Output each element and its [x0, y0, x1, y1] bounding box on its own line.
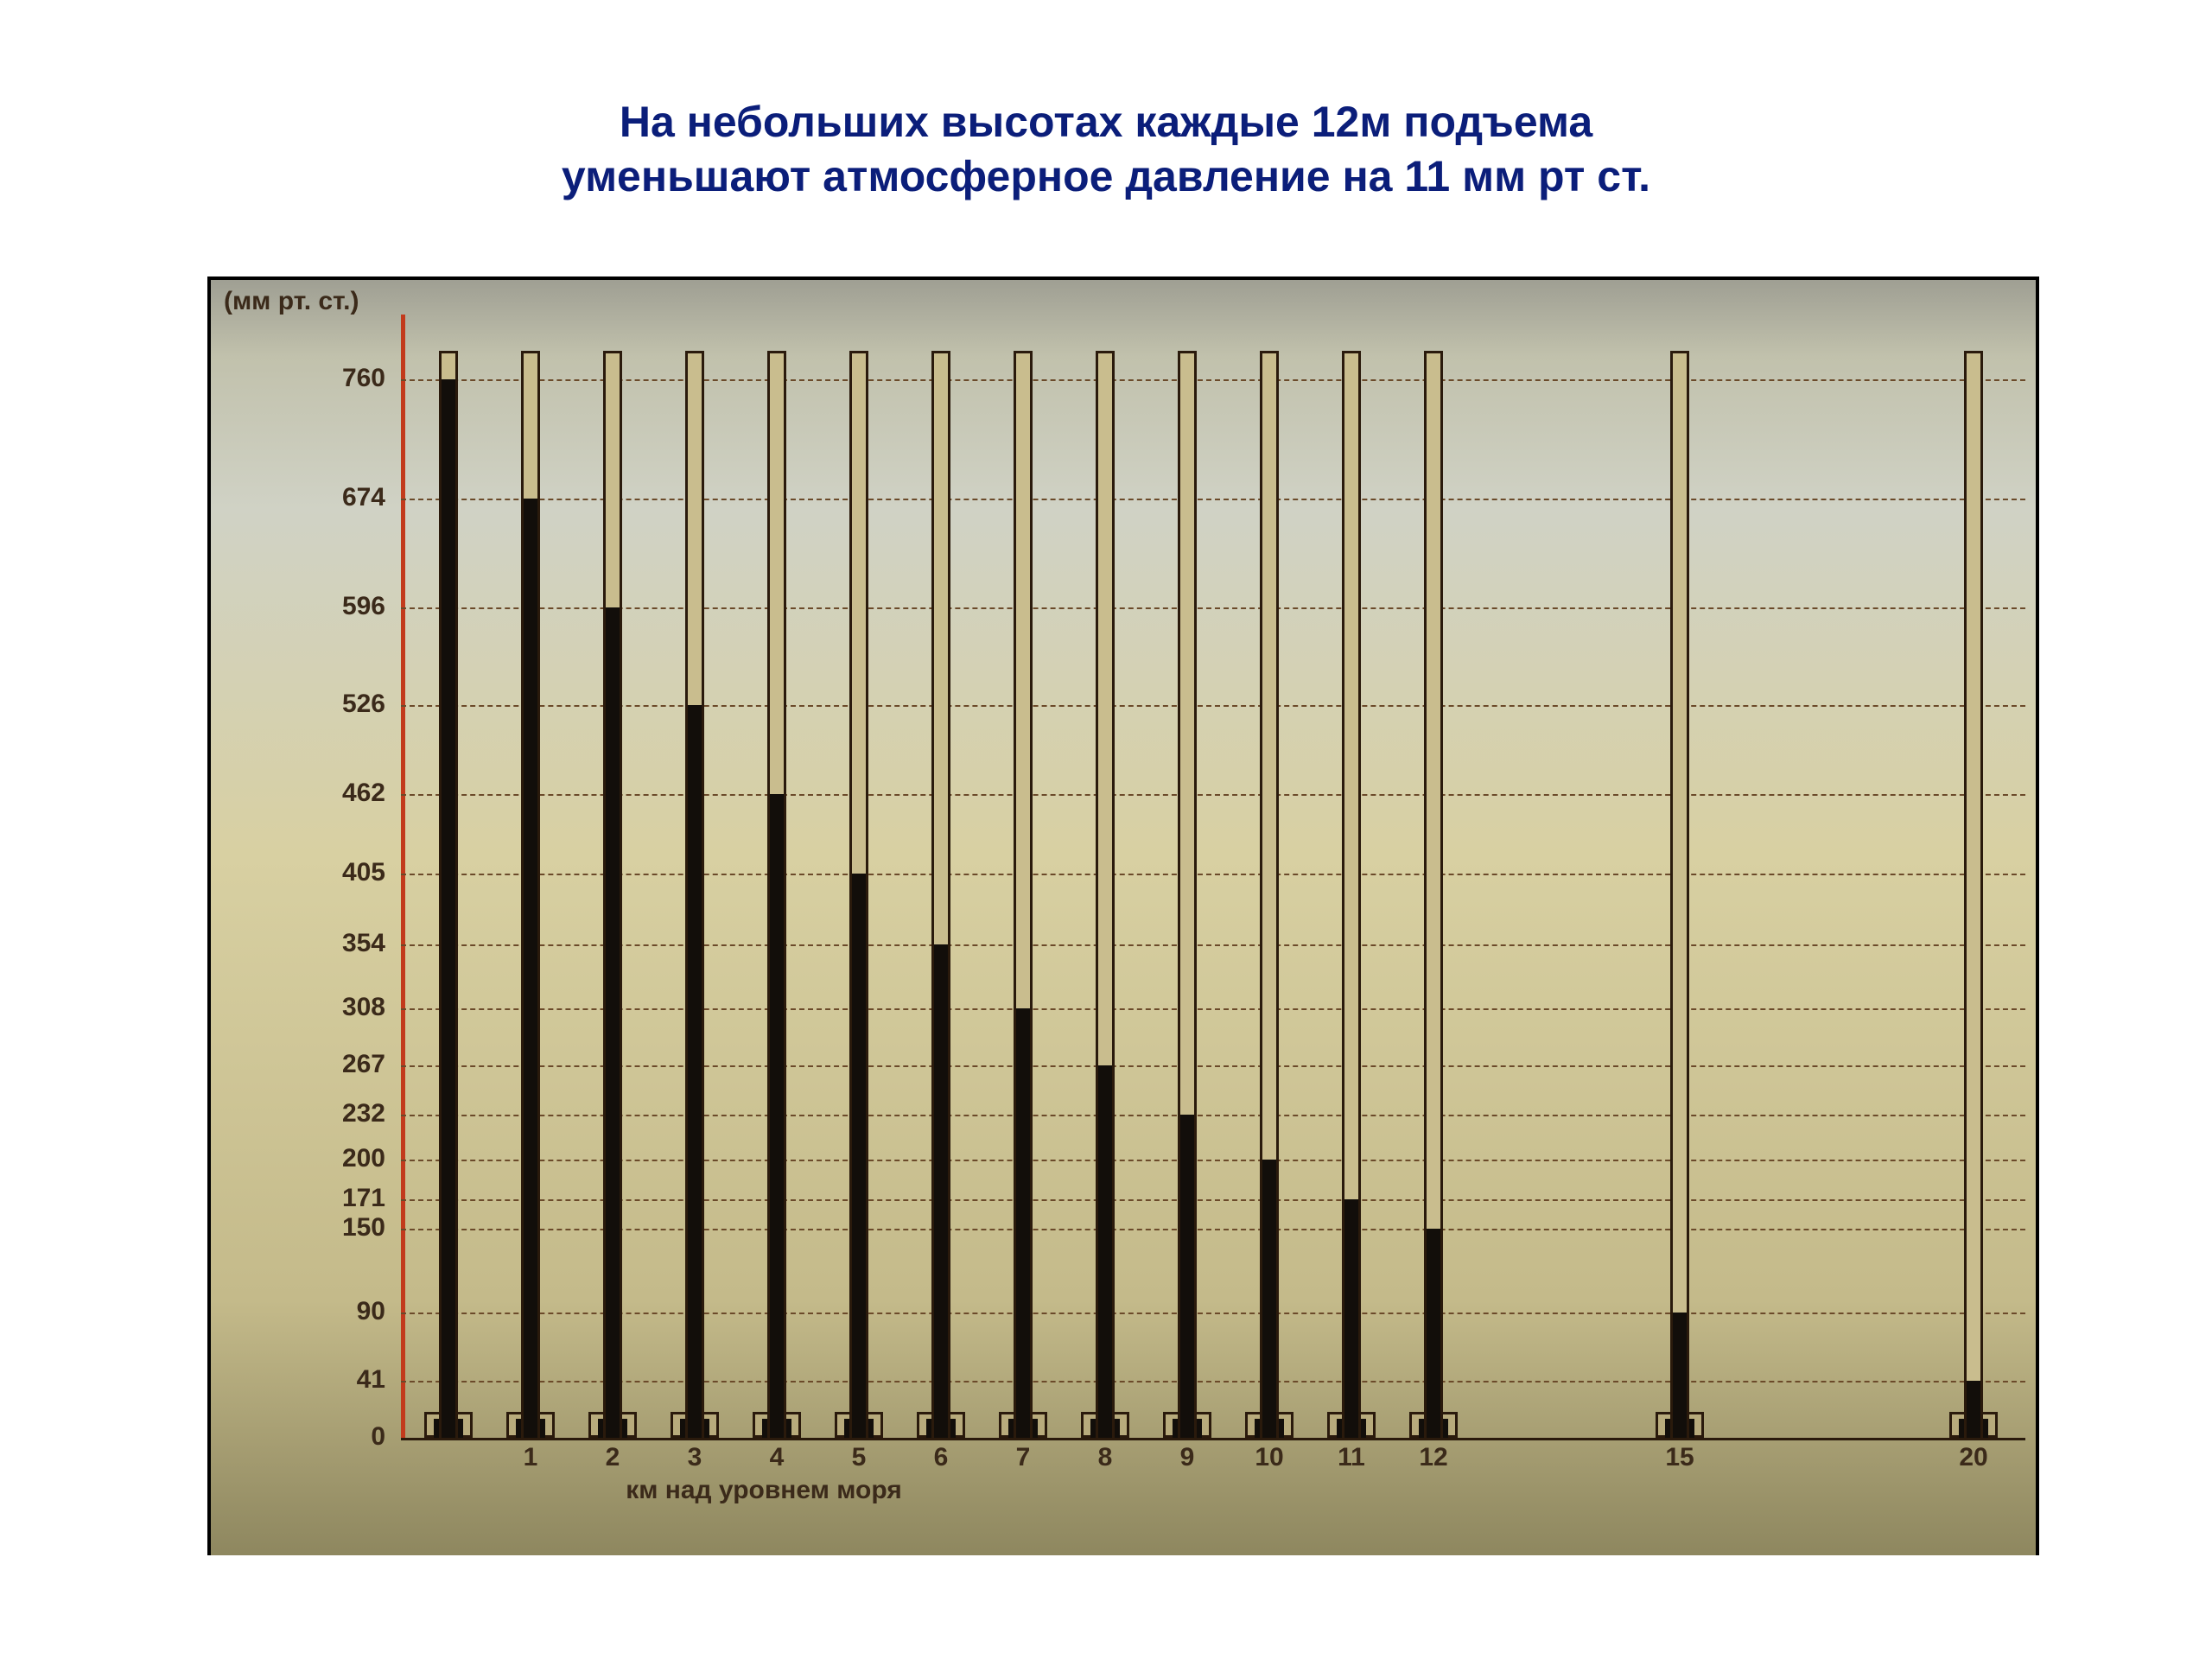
x-tick-label: 1	[496, 1443, 565, 1472]
gridline	[401, 1199, 2025, 1201]
x-tick-label: 3	[660, 1443, 729, 1472]
y-tick-label: 232	[211, 1099, 385, 1128]
x-tick-label: 10	[1235, 1443, 1304, 1472]
slide-title: На небольших высотах каждые 12м подъема …	[0, 95, 2212, 203]
y-tick-label: 308	[211, 993, 385, 1022]
y-tick-label: 171	[211, 1184, 385, 1213]
gridline	[401, 874, 2025, 875]
y-tick-label: 462	[211, 779, 385, 808]
barometer-mercury	[1180, 1115, 1194, 1438]
x-tick-label: 20	[1939, 1443, 2008, 1472]
y-tick-label: 596	[211, 592, 385, 621]
y-tick-label: 150	[211, 1213, 385, 1243]
gridline	[401, 1065, 2025, 1067]
y-axis-line	[401, 315, 405, 1438]
barometer-mercury	[1344, 1199, 1358, 1438]
barometer-mercury	[1673, 1313, 1687, 1438]
gridline	[401, 379, 2025, 381]
gridline	[401, 1229, 2025, 1230]
barometer-mercury	[1098, 1065, 1112, 1438]
x-tick-label: 9	[1153, 1443, 1222, 1472]
y-tick-label: 526	[211, 690, 385, 719]
barometer-mercury	[606, 607, 620, 1438]
gridline	[401, 499, 2025, 500]
gridline	[401, 1160, 2025, 1161]
gridline	[401, 1313, 2025, 1314]
barometer-mercury	[1016, 1008, 1030, 1438]
x-tick-label: 4	[742, 1443, 811, 1472]
title-line-2: уменьшают атмосферное давление на 11 мм …	[562, 152, 1650, 200]
y-tick-label: 200	[211, 1144, 385, 1173]
barometer-mercury	[1427, 1229, 1440, 1438]
x-axis-title: км над уровнем моря	[505, 1476, 1023, 1505]
x-axis-line	[401, 1438, 2025, 1440]
barometer-mercury	[852, 874, 866, 1438]
barometer-mercury	[688, 705, 702, 1438]
gridline	[401, 1381, 2025, 1382]
y-tick-label: 41	[211, 1365, 385, 1395]
gridline	[401, 607, 2025, 609]
gridline	[401, 1115, 2025, 1116]
gridline	[401, 1008, 2025, 1010]
title-line-1: На небольших высотах каждые 12м подъема	[620, 98, 1592, 146]
x-tick-label: 8	[1071, 1443, 1140, 1472]
y-tick-label: 405	[211, 858, 385, 887]
x-tick-label: 15	[1645, 1443, 1714, 1472]
barometer-tube	[1670, 351, 1689, 1438]
barometer-mercury	[1967, 1381, 1980, 1438]
y-axis-title: (мм рт. ст.)	[224, 287, 359, 316]
y-tick-label: 674	[211, 483, 385, 512]
barometer-tube	[1964, 351, 1983, 1438]
x-tick-label: 11	[1317, 1443, 1386, 1472]
gridline	[401, 705, 2025, 707]
figure-frame: (мм рт. ст.) 041901501712002322673083544…	[207, 276, 2039, 1555]
y-tick-label: 0	[211, 1422, 385, 1452]
x-tick-label: 12	[1399, 1443, 1468, 1472]
y-tick-label: 90	[211, 1297, 385, 1326]
barometer-mercury	[524, 499, 537, 1438]
barometer-mercury	[770, 794, 784, 1438]
x-tick-label: 6	[906, 1443, 976, 1472]
gridline	[401, 794, 2025, 796]
gridline	[401, 944, 2025, 946]
x-tick-label: 2	[578, 1443, 647, 1472]
y-tick-label: 267	[211, 1050, 385, 1079]
x-tick-label: 5	[824, 1443, 893, 1472]
y-tick-label: 760	[211, 364, 385, 393]
pressure-altitude-chart: (мм рт. ст.) 041901501712002322673083544…	[211, 280, 2036, 1555]
x-tick-label: 7	[988, 1443, 1058, 1472]
barometer-mercury	[934, 944, 948, 1438]
barometer-mercury	[1262, 1160, 1276, 1439]
y-tick-label: 354	[211, 929, 385, 958]
barometer-mercury	[442, 379, 455, 1439]
slide: На небольших высотах каждые 12м подъема …	[0, 0, 2212, 1659]
